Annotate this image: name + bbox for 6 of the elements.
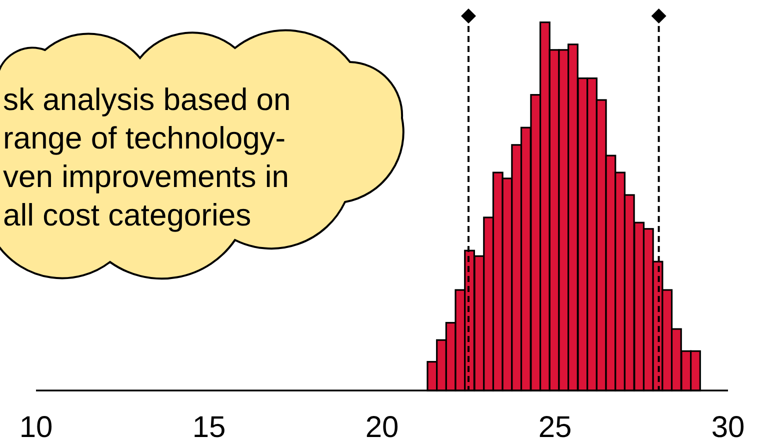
annotation: sk analysis based on range of technology- ven improvements in all cost categories: [3, 82, 291, 232]
x-tick-label: 10: [19, 410, 53, 444]
x-tick-label: 25: [538, 410, 572, 444]
x-tick-label: 30: [711, 410, 745, 444]
x-tick-label: 20: [365, 410, 399, 444]
x-tick-label: 15: [192, 410, 226, 444]
